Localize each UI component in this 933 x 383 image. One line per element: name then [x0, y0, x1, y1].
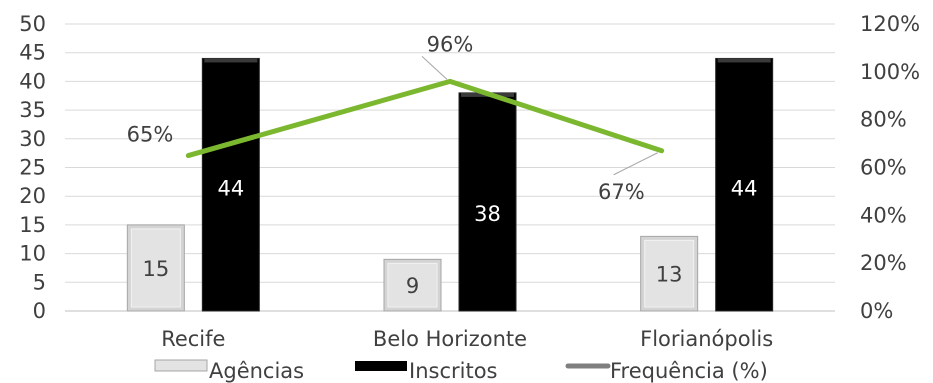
- right-tick-label: 0%: [860, 299, 893, 323]
- left-axis-ticks: 0 5 10 15 20 25 30 35 40 45 50: [19, 12, 46, 323]
- left-tick-label: 5: [33, 270, 46, 294]
- data-label-frequencia: 67%: [598, 180, 645, 204]
- legend-swatch-agencias: [154, 359, 208, 372]
- left-tick-label: 35: [19, 98, 46, 122]
- left-tick-label: 0: [33, 299, 46, 323]
- bar-bevel-agencias: [130, 228, 181, 308]
- bar-inscritos: [201, 57, 260, 312]
- category-label-recife: Recife: [161, 327, 225, 351]
- data-label-agencias: 13: [656, 263, 683, 287]
- left-tick-label: 40: [19, 69, 46, 93]
- right-axis-ticks: 0% 20% 40% 60% 80% 100% 120%: [860, 12, 920, 323]
- left-tick-label: 15: [19, 213, 46, 237]
- legend-label-inscritos: Inscritos: [409, 359, 497, 383]
- bar-bevel-inscritos: [204, 58, 258, 63]
- category-label-belo-horizonte: Belo Horizonte: [373, 327, 527, 351]
- bar-inscritos: [715, 57, 774, 312]
- right-tick-label: 40%: [860, 203, 907, 227]
- bar-bevel-agencias: [644, 239, 695, 308]
- left-tick-label: 30: [19, 127, 46, 151]
- leader-line: [613, 152, 658, 176]
- left-tick-label: 20: [19, 184, 46, 208]
- right-tick-label: 60%: [860, 156, 907, 180]
- leader-line: [421, 56, 448, 80]
- left-tick-label: 50: [19, 12, 46, 36]
- line-frequencia: [185, 78, 665, 159]
- legend-swatch-inscritos: [355, 361, 407, 371]
- frequency-line: 65% 96% 67%: [127, 32, 665, 204]
- data-label-frequencia: 65%: [127, 123, 174, 147]
- data-label-inscritos: 38: [474, 202, 501, 226]
- bar-bevel-agencias: [387, 262, 438, 308]
- right-tick-label: 100%: [860, 60, 920, 84]
- right-tick-label: 20%: [860, 251, 907, 275]
- data-label-inscritos: 44: [217, 176, 244, 200]
- legend: Agências Inscritos Frequência (%): [154, 359, 768, 383]
- data-label-frequencia: 96%: [427, 32, 474, 56]
- category-labels: Recife Belo Horizonte Florianópolis: [161, 327, 773, 351]
- right-tick-label: 120%: [860, 12, 920, 36]
- bar-bevel-inscritos: [717, 58, 771, 63]
- legend-label-agencias: Agências: [209, 359, 304, 383]
- bars: 15 9 13 44 38 44: [126, 57, 774, 312]
- data-label-inscritos: 44: [731, 176, 758, 200]
- right-tick-label: 80%: [860, 108, 907, 132]
- bar-inscritos: [458, 92, 517, 312]
- legend-label-frequencia: Frequência (%): [610, 359, 768, 383]
- category-label-florianopolis: Florianópolis: [640, 327, 773, 351]
- data-label-agencias: 9: [406, 274, 419, 298]
- left-tick-label: 10: [19, 242, 46, 266]
- left-tick-label: 25: [19, 156, 46, 180]
- data-label-agencias: 15: [142, 257, 169, 281]
- left-tick-label: 45: [19, 41, 46, 65]
